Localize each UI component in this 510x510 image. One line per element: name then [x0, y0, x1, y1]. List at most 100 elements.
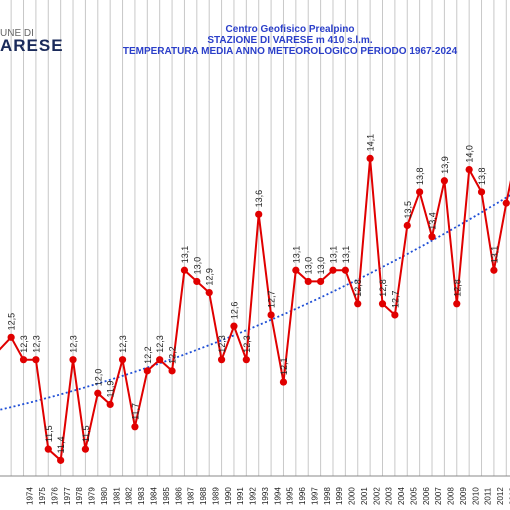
- data-label: 12,3: [31, 335, 41, 353]
- x-tick-label: 1987: [187, 487, 196, 505]
- data-point: [131, 423, 139, 431]
- data-point: [156, 356, 164, 364]
- x-tick-label: 1981: [112, 487, 121, 505]
- x-tick-label: 1974: [26, 487, 35, 505]
- data-label: 12,8: [353, 279, 363, 297]
- data-label: 11,7: [130, 403, 140, 420]
- data-label: 11,5: [44, 425, 54, 442]
- data-point: [477, 188, 486, 196]
- data-label: 12,5: [7, 313, 17, 331]
- data-label: 12,3: [242, 335, 252, 353]
- data-label: 13,0: [192, 257, 202, 275]
- data-point: [180, 266, 189, 274]
- data-point: [304, 277, 312, 286]
- data-point: [416, 188, 424, 196]
- data-label: 13,1: [489, 246, 499, 264]
- data-point: [255, 210, 263, 218]
- data-point: [317, 277, 325, 286]
- x-tick-label: 2006: [422, 487, 431, 505]
- x-tick-label: 1999: [335, 487, 344, 505]
- x-tick-label: 2013: [508, 487, 510, 505]
- x-tick-label: 2003: [385, 487, 394, 505]
- data-label: 12,2: [143, 346, 153, 364]
- data-point: [428, 233, 436, 241]
- data-label: 13,0: [316, 257, 326, 275]
- x-tick-label: 1995: [286, 487, 295, 505]
- x-tick-label: 1978: [75, 487, 84, 505]
- x-tick-label: 1984: [149, 487, 158, 505]
- data-point: [267, 311, 275, 319]
- data-label: 12,6: [229, 302, 239, 320]
- data-label: 14,0: [465, 145, 475, 163]
- data-point: [19, 356, 28, 364]
- logo-top-text: UNE DI: [0, 28, 34, 39]
- comune-di-varese-logo: UNE DI ARESE: [0, 28, 63, 62]
- data-point: [366, 154, 374, 163]
- x-tick-label: 1976: [50, 487, 59, 505]
- data-label: 11,9: [106, 381, 116, 398]
- data-point: [168, 367, 176, 375]
- data-label: 12,2: [168, 346, 178, 364]
- data-point: [341, 266, 349, 274]
- x-tick-label: 1994: [273, 487, 282, 505]
- data-label: 12,1: [279, 358, 289, 376]
- data-label: 13,5: [403, 201, 413, 219]
- data-label: 13,1: [291, 246, 301, 264]
- data-label: 13,8: [477, 167, 487, 185]
- data-label: 11,5: [81, 425, 91, 442]
- data-label: 11,4: [56, 436, 66, 453]
- data-label: 12,3: [19, 335, 29, 353]
- header-line-1: Centro Geofisico Prealpino: [225, 24, 355, 35]
- data-label: 12,3: [217, 335, 227, 353]
- data-point: [106, 400, 114, 409]
- data-point: [391, 311, 399, 319]
- data-label: 13,1: [328, 246, 338, 264]
- x-tick-label: 2005: [409, 487, 418, 505]
- data-label: 12,0: [93, 369, 103, 387]
- data-point: [217, 356, 226, 364]
- data-label: 12,3: [118, 335, 128, 353]
- data-point: [453, 300, 461, 308]
- data-point: [378, 300, 387, 308]
- data-label: 13,6: [254, 190, 264, 208]
- x-tick-label: 1998: [323, 487, 332, 505]
- x-tick-label: 2008: [447, 487, 456, 505]
- x-tick-label: 1980: [100, 487, 109, 505]
- data-label: 12,3: [69, 335, 79, 353]
- x-tick-label: 1977: [63, 487, 72, 505]
- data-point: [230, 322, 238, 330]
- data-label: 12,3: [155, 335, 165, 353]
- vertical-gridlines: [10, 0, 507, 476]
- x-tick-label: 1989: [211, 487, 220, 505]
- data-point: [143, 367, 151, 375]
- temperature-series-line: [0, 158, 510, 463]
- x-tick-label: 2012: [496, 487, 505, 505]
- data-label: 13,4: [428, 212, 438, 230]
- data-point: [44, 445, 52, 453]
- data-point: [94, 389, 102, 397]
- x-tick-label: 1990: [224, 487, 233, 505]
- data-point: [32, 356, 40, 364]
- data-point: [242, 356, 250, 364]
- data-label: 13,1: [341, 246, 351, 264]
- data-point: [193, 277, 201, 286]
- x-tick-label: 1992: [249, 487, 258, 505]
- data-point: [279, 378, 288, 386]
- data-label: 14,1: [366, 134, 376, 152]
- data-label: 13,0: [304, 257, 314, 275]
- x-tick-label: 1983: [137, 487, 146, 505]
- data-label: 13,9: [440, 156, 450, 174]
- data-point: [118, 356, 127, 364]
- x-tick-label: 1986: [174, 487, 183, 505]
- data-label: 12,7: [390, 290, 400, 308]
- x-tick-label: 2002: [372, 487, 381, 505]
- chart-header: Centro Geofisico Prealpino STAZIONE DI V…: [80, 24, 500, 57]
- data-label: 13,8: [415, 167, 425, 185]
- data-label: 12,8: [452, 279, 462, 297]
- data-point: [7, 333, 15, 341]
- data-point: [329, 266, 337, 274]
- x-tick-label: 1979: [88, 487, 97, 505]
- data-point: [69, 356, 77, 364]
- data-points: [7, 154, 510, 464]
- x-tick-label: 2010: [471, 487, 480, 505]
